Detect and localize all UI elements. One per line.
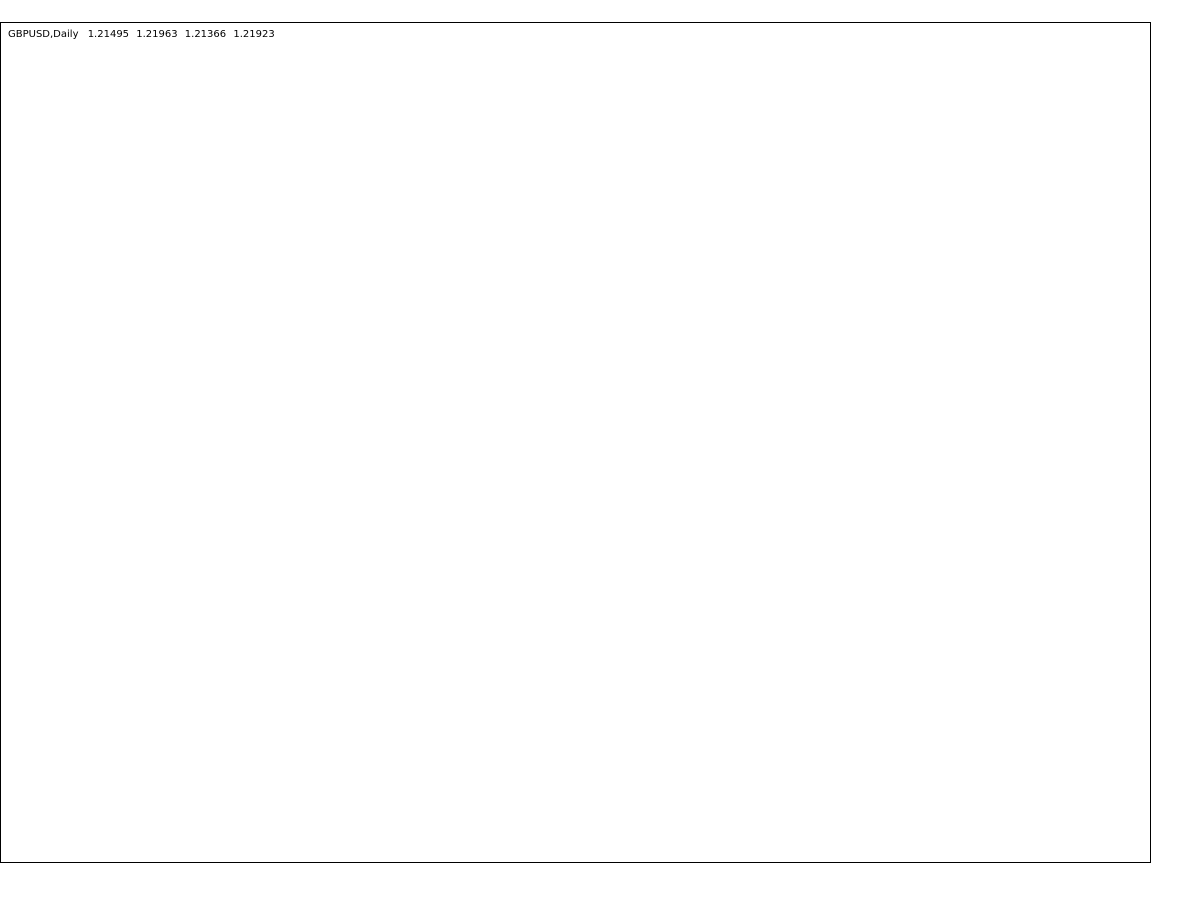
plot-border: [0, 22, 1151, 863]
chart-header: GBPUSD,Daily 1.21495 1.21963 1.21366 1.2…: [8, 29, 275, 40]
close-value: 1.21923: [233, 29, 274, 40]
chart-title: GBPUSD,Daily: [8, 29, 79, 40]
low-value: 1.21366: [185, 29, 226, 40]
open-value: 1.21495: [88, 29, 129, 40]
high-value: 1.21963: [136, 29, 177, 40]
